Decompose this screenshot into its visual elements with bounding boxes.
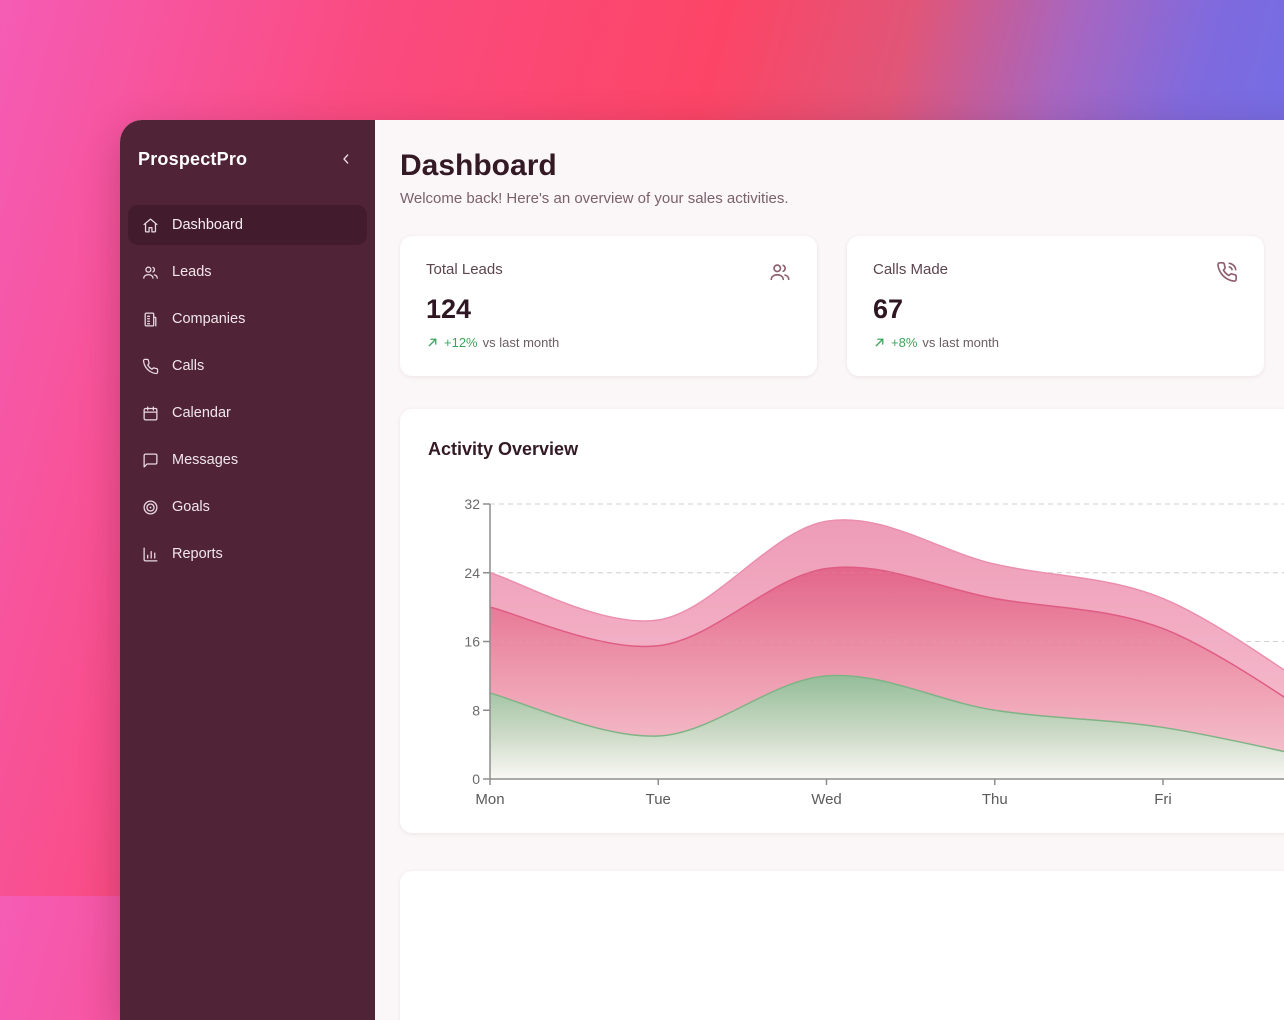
svg-text:Thu: Thu <box>982 791 1008 808</box>
stat-label: Calls Made <box>873 261 949 278</box>
sidebar-item-calendar[interactable]: Calendar <box>128 393 367 433</box>
partial-bottom-card <box>400 871 1284 1020</box>
activity-chart: 0 8 16 24 32 Mon Tue Wed Thu Fri <box>464 496 1284 808</box>
sidebar-item-calls[interactable]: Calls <box>128 346 367 386</box>
sidebar-item-goals[interactable]: Goals <box>128 487 367 527</box>
stat-label: Total Leads <box>426 261 503 278</box>
app-window: ProspectPro Dashboard Leads Companies <box>120 120 1284 1020</box>
stat-change: +12% <box>444 335 478 350</box>
sidebar-collapse-button[interactable] <box>335 148 357 170</box>
arrow-up-right-icon <box>873 336 886 349</box>
home-icon <box>142 217 159 234</box>
svg-text:Mon: Mon <box>475 791 504 808</box>
sidebar-nav: Dashboard Leads Companies Calls Calendar… <box>120 205 375 574</box>
sidebar-item-label: Reports <box>172 546 223 562</box>
stat-change-note: vs last month <box>482 335 560 350</box>
arrow-up-right-icon <box>426 336 439 349</box>
page-subtitle: Welcome back! Here's an overview of your… <box>400 190 789 207</box>
sidebar-item-companies[interactable]: Companies <box>128 299 367 339</box>
phone-icon <box>142 358 159 375</box>
sidebar-item-leads[interactable]: Leads <box>128 252 367 292</box>
sidebar: ProspectPro Dashboard Leads Companies <box>120 120 375 1020</box>
svg-text:8: 8 <box>472 702 480 718</box>
page-title: Dashboard <box>400 149 557 182</box>
svg-text:Fri: Fri <box>1154 791 1172 808</box>
stat-value: 67 <box>873 294 904 324</box>
building-icon <box>142 311 159 328</box>
sidebar-item-reports[interactable]: Reports <box>128 534 367 574</box>
target-icon <box>142 499 159 516</box>
phone-call-icon <box>1216 261 1238 283</box>
calendar-icon <box>142 405 159 422</box>
activity-overview-card: Activity Overview 0 8 16 24 32 Mon Tue Wed Thu Fr… <box>400 409 1284 833</box>
sidebar-item-label: Dashboard <box>172 217 243 233</box>
svg-text:24: 24 <box>464 565 480 581</box>
stat-card-calls-made: Calls Made 67 +8% vs last month <box>847 236 1264 376</box>
stat-trend: +8% vs last month <box>873 335 1238 350</box>
sidebar-item-label: Calls <box>172 358 205 374</box>
sidebar-item-messages[interactable]: Messages <box>128 440 367 480</box>
sidebar-item-label: Leads <box>172 264 212 280</box>
activity-card-title: Activity Overview <box>428 439 579 459</box>
svg-text:Wed: Wed <box>811 791 842 808</box>
stat-change-note: vs last month <box>922 335 999 350</box>
sidebar-header: ProspectPro <box>120 120 375 170</box>
sidebar-item-label: Companies <box>172 311 246 327</box>
stats-row: Total Leads 124 +12% vs last month Calls… <box>400 236 1264 376</box>
message-icon <box>142 452 159 469</box>
stat-trend: +12% vs last month <box>426 335 791 350</box>
users-icon <box>769 261 791 283</box>
stat-change: +8% <box>891 335 918 350</box>
sidebar-item-label: Goals <box>172 499 210 515</box>
sidebar-item-label: Calendar <box>172 405 231 421</box>
bar-chart-icon <box>142 546 159 563</box>
brand-logo: ProspectPro <box>138 148 248 169</box>
chevron-left-icon <box>338 151 354 167</box>
sidebar-item-dashboard[interactable]: Dashboard <box>128 205 367 245</box>
svg-text:Tue: Tue <box>646 791 671 808</box>
svg-text:32: 32 <box>464 496 480 512</box>
main-content: Dashboard Welcome back! Here's an overvi… <box>375 120 1284 1020</box>
stat-value: 124 <box>426 294 472 324</box>
users-icon <box>142 264 159 281</box>
sidebar-item-label: Messages <box>172 452 239 468</box>
svg-text:16: 16 <box>464 634 480 650</box>
svg-text:0: 0 <box>472 771 480 787</box>
stat-card-total-leads: Total Leads 124 +12% vs last month <box>400 236 817 376</box>
